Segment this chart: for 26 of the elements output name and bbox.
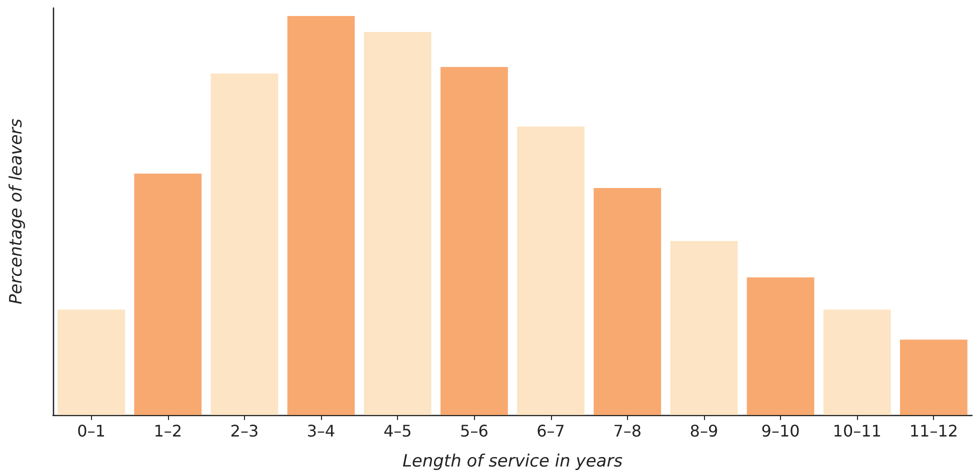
x-tick-label: 1–2 <box>154 422 182 440</box>
bar <box>823 310 891 415</box>
bar <box>900 340 968 415</box>
x-axis-title: Length of service in years <box>402 452 623 472</box>
x-tick-label: 4–5 <box>383 422 412 440</box>
x-tick-label: 5–6 <box>460 422 488 440</box>
x-tick-label: 2–3 <box>230 422 259 440</box>
bar <box>364 32 432 415</box>
bar <box>746 277 814 415</box>
x-tick-label: 8–9 <box>690 422 718 440</box>
bar <box>134 174 202 415</box>
bar <box>440 67 508 415</box>
bar <box>210 73 278 415</box>
x-tick-label: 7–8 <box>613 422 642 440</box>
y-axis-title: Percentage of leavers <box>6 118 26 304</box>
bar <box>287 16 355 415</box>
x-tick-label: 0–1 <box>77 422 106 440</box>
bar <box>58 310 125 415</box>
x-tick-label: 3–4 <box>306 422 336 440</box>
bar <box>594 188 662 415</box>
bar <box>670 241 738 415</box>
x-tick-label: 11–12 <box>909 422 958 440</box>
bar <box>517 126 584 415</box>
x-tick-label: 9–10 <box>761 422 800 440</box>
x-tick-label: 6–7 <box>536 422 565 440</box>
x-tick-label: 10–11 <box>832 422 882 440</box>
